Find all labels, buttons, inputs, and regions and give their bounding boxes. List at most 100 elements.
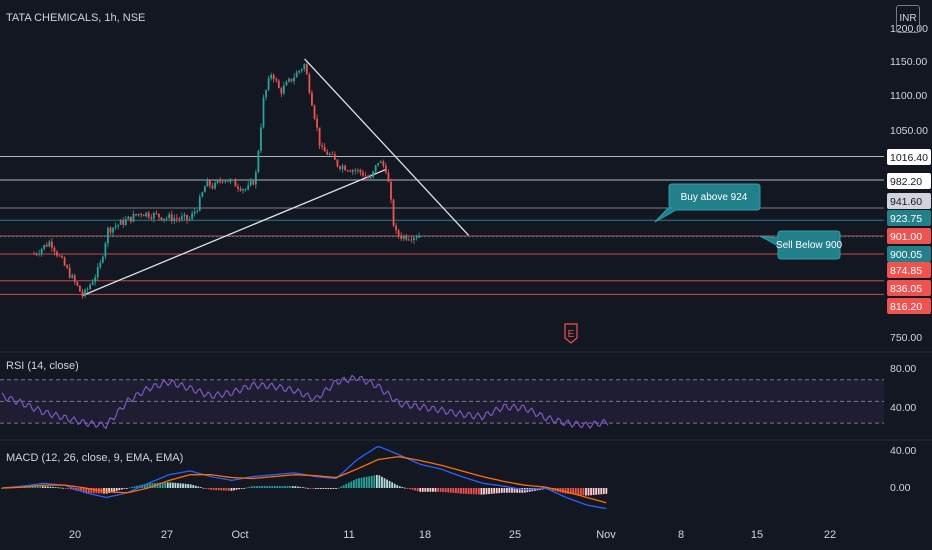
macd-histogram-bar xyxy=(470,488,473,495)
macd-histogram-bar xyxy=(151,483,154,488)
macd-histogram-bar xyxy=(281,486,284,488)
candle-down xyxy=(349,170,352,172)
macd-histogram-bar xyxy=(189,484,192,488)
macd-histogram-bar xyxy=(309,488,312,489)
macd-histogram-bar xyxy=(355,478,358,488)
macd-histogram-bar xyxy=(516,488,518,493)
macd-histogram-bar xyxy=(319,488,322,489)
macd-histogram-bar xyxy=(212,488,215,491)
candle-down xyxy=(53,247,56,252)
candle-up xyxy=(91,282,94,285)
macd-axis-tick: 0.00 xyxy=(890,482,911,494)
macd-histogram-bar xyxy=(490,488,493,494)
macd-histogram-bar xyxy=(605,488,608,494)
rsi-panel-title: RSI (14, close) xyxy=(6,360,79,372)
macd-histogram-bar xyxy=(373,475,376,488)
macd-histogram-bar xyxy=(182,483,184,488)
macd-histogram-bar xyxy=(169,482,172,488)
macd-histogram-bar xyxy=(276,486,279,488)
macd-histogram-bar xyxy=(85,488,88,493)
time-axis-tick: 20 xyxy=(69,529,81,541)
candle-up xyxy=(84,289,86,297)
macd-histogram-bar xyxy=(240,488,243,489)
candle-down xyxy=(305,64,308,75)
macd-histogram-bar xyxy=(587,488,590,496)
candle-up xyxy=(124,219,127,225)
candle-down xyxy=(142,214,145,217)
macd-histogram-bar xyxy=(113,488,116,492)
macd-histogram-bar xyxy=(477,488,480,495)
candle-down xyxy=(346,170,349,172)
macd-histogram-bar xyxy=(197,486,200,488)
macd-histogram-bar xyxy=(179,483,182,488)
macd-histogram-bar xyxy=(414,488,416,491)
candle-up xyxy=(165,217,168,219)
macd-histogram-bar xyxy=(375,474,378,488)
macd-histogram-bar xyxy=(159,482,161,488)
macd-histogram-bar xyxy=(368,476,371,488)
macd-histogram-bar xyxy=(205,488,207,489)
candle-up xyxy=(206,179,209,187)
candle-down xyxy=(50,241,53,248)
macd-histogram-bar xyxy=(268,486,271,488)
macd-histogram-bar xyxy=(187,484,190,488)
macd-histogram-bar xyxy=(202,487,205,489)
candle-up xyxy=(249,181,252,186)
earnings-marker[interactable] xyxy=(564,323,578,344)
candle-up xyxy=(418,236,420,238)
candle-down xyxy=(275,79,278,81)
candle-up xyxy=(181,216,183,220)
candle-down xyxy=(354,170,357,172)
macd-histogram-bar xyxy=(299,486,302,488)
buy-callout[interactable] xyxy=(654,183,761,223)
macd-histogram-bar xyxy=(62,487,65,489)
candle-up xyxy=(38,253,40,255)
macd-histogram-bar xyxy=(164,482,167,488)
macd-histogram-bar xyxy=(307,487,309,489)
macd-histogram-bar xyxy=(406,488,409,489)
currency-selector[interactable]: INR xyxy=(896,5,920,33)
candle-down xyxy=(226,181,229,183)
macd-histogram-bar xyxy=(161,482,164,488)
candle-up xyxy=(127,216,130,220)
candle-down xyxy=(63,257,66,266)
macd-histogram-bar xyxy=(429,488,432,492)
macd-histogram-bar xyxy=(210,488,212,490)
candle-down xyxy=(58,255,61,257)
time-axis-tick: 27 xyxy=(161,529,173,541)
macd-histogram-bar xyxy=(411,488,414,490)
candle-down xyxy=(277,80,280,89)
candle-down xyxy=(397,230,400,236)
candle-up xyxy=(232,179,234,181)
candle-down xyxy=(311,92,313,106)
macd-histogram-bar xyxy=(248,486,251,488)
macd-histogram-bar xyxy=(465,488,467,494)
candle-up xyxy=(300,69,303,71)
sell-callout[interactable] xyxy=(759,230,841,260)
candle-up xyxy=(341,165,344,169)
candle-down xyxy=(280,88,283,94)
macd-histogram-bar xyxy=(215,488,218,491)
macd-histogram-bar xyxy=(432,488,434,492)
price-level-badge xyxy=(887,228,931,244)
price-level-label: 982.20 xyxy=(890,176,922,188)
candle-down xyxy=(73,275,76,282)
candle-down xyxy=(211,185,214,189)
candle-down xyxy=(76,281,79,286)
price-axis-tick: 1150.00 xyxy=(890,56,927,68)
macd-histogram-bar xyxy=(67,488,70,489)
macd-histogram-bar xyxy=(271,486,274,488)
candle-down xyxy=(318,127,321,146)
price-level-badge xyxy=(887,149,931,165)
macd-histogram-bar xyxy=(322,488,325,489)
macd-histogram-bar xyxy=(235,488,238,490)
candle-up xyxy=(351,170,354,172)
candle-up xyxy=(203,186,206,193)
macd-histogram-bar xyxy=(409,488,411,490)
candle-up xyxy=(107,227,109,244)
macd-histogram-bar xyxy=(120,488,123,490)
macd-histogram-bar xyxy=(365,476,368,488)
macd-histogram-bar xyxy=(585,488,587,496)
candle-down xyxy=(150,217,153,219)
